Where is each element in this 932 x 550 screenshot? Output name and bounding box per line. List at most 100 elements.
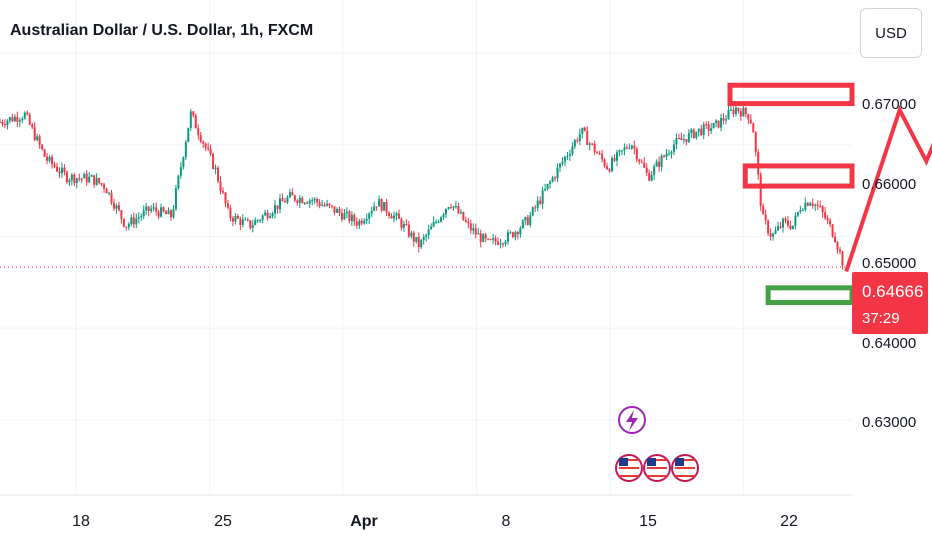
candle-body	[544, 188, 547, 191]
candle-body	[239, 218, 242, 225]
candle-body	[23, 112, 26, 119]
x-tick-label: 15	[639, 513, 657, 530]
candle-body	[764, 214, 767, 221]
candle-body	[222, 191, 225, 193]
candle-body	[762, 206, 765, 215]
candle-body	[782, 218, 785, 228]
candle-body	[142, 210, 145, 217]
candle-body	[536, 200, 539, 208]
candle-body	[395, 213, 398, 216]
flag-stripe	[675, 471, 695, 473]
candle-body	[90, 175, 93, 177]
flag-canton	[647, 458, 656, 466]
projection-line	[844, 104, 932, 272]
candle-body	[744, 107, 747, 115]
candle-body	[668, 153, 671, 155]
drawing-zones[interactable]	[727, 82, 855, 306]
candle-body	[103, 184, 106, 189]
candle-body	[836, 242, 839, 250]
candle-body	[323, 204, 326, 206]
candle-body	[51, 156, 54, 165]
candle-body	[767, 220, 770, 234]
candle-body	[363, 220, 366, 224]
candle-body	[122, 218, 125, 227]
candle-body	[353, 214, 356, 222]
currency-button[interactable]: USD	[860, 8, 922, 58]
candle-body	[502, 243, 505, 245]
candle-body	[442, 214, 445, 218]
candle-body	[288, 192, 291, 198]
candle-body	[152, 207, 155, 209]
candle-body	[474, 228, 477, 235]
candle-body	[685, 139, 688, 143]
candle-body	[412, 232, 415, 242]
candle-body	[620, 150, 623, 152]
candle-body	[41, 144, 44, 150]
candle-body	[578, 133, 581, 142]
candle-body	[392, 215, 395, 219]
candle-body	[33, 127, 36, 141]
candle-body	[834, 236, 837, 243]
candle-body	[477, 233, 480, 235]
candle-body	[549, 181, 552, 184]
candle-body	[75, 178, 78, 183]
candle-body	[598, 153, 601, 155]
candle-body	[55, 166, 58, 172]
candle-body	[749, 119, 752, 124]
candle-body	[219, 181, 222, 192]
candle-body	[130, 217, 133, 225]
candle-body	[449, 207, 452, 209]
candle-body	[3, 123, 6, 126]
candle-body	[677, 138, 680, 140]
candle-body	[789, 225, 792, 229]
candle-body	[241, 219, 244, 225]
candle-body	[172, 209, 175, 218]
candle-body	[93, 175, 96, 185]
candle-body	[360, 220, 363, 224]
candle-body	[264, 212, 267, 216]
candle-body	[251, 224, 254, 228]
candle-body	[249, 220, 252, 228]
candle-body	[638, 159, 641, 162]
candle-body	[514, 232, 517, 238]
candle-body	[814, 204, 817, 206]
event-flags[interactable]	[615, 454, 699, 482]
candle-body	[511, 232, 514, 238]
candle-body	[415, 236, 418, 242]
us-flag-icon[interactable]	[643, 454, 671, 482]
y-tick-label: 0.63000	[862, 414, 917, 431]
candle-body	[331, 205, 334, 207]
candle-body	[447, 207, 450, 209]
candle-body	[150, 208, 153, 211]
candle-body	[259, 220, 262, 222]
flag-stripe	[619, 463, 639, 465]
flag-stripe	[647, 459, 667, 461]
candle-body	[256, 220, 259, 222]
us-flag-icon[interactable]	[671, 454, 699, 482]
candle-body	[826, 218, 829, 221]
candle-body	[487, 238, 490, 240]
candle-body	[169, 210, 172, 218]
candle-body	[402, 223, 405, 228]
candle-body	[786, 220, 789, 226]
us-flag-icon[interactable]	[615, 454, 643, 482]
candle-body	[321, 204, 324, 206]
candle-body	[68, 180, 71, 183]
candle-body	[462, 212, 465, 221]
flag-stripe	[675, 467, 695, 469]
candle-body	[754, 132, 757, 153]
candle-body	[246, 219, 249, 221]
candle-body	[687, 132, 690, 143]
candle-body	[566, 155, 569, 157]
projection-arrow[interactable]	[844, 44, 932, 272]
candle-body	[588, 143, 591, 145]
candle-body	[135, 218, 138, 225]
candle-body	[742, 107, 745, 117]
candle-body	[271, 213, 274, 217]
candle-body	[31, 124, 34, 128]
candle-body	[224, 192, 227, 204]
candle-body	[457, 206, 460, 214]
candle-body	[167, 210, 170, 215]
lightning-icon[interactable]	[618, 406, 646, 434]
